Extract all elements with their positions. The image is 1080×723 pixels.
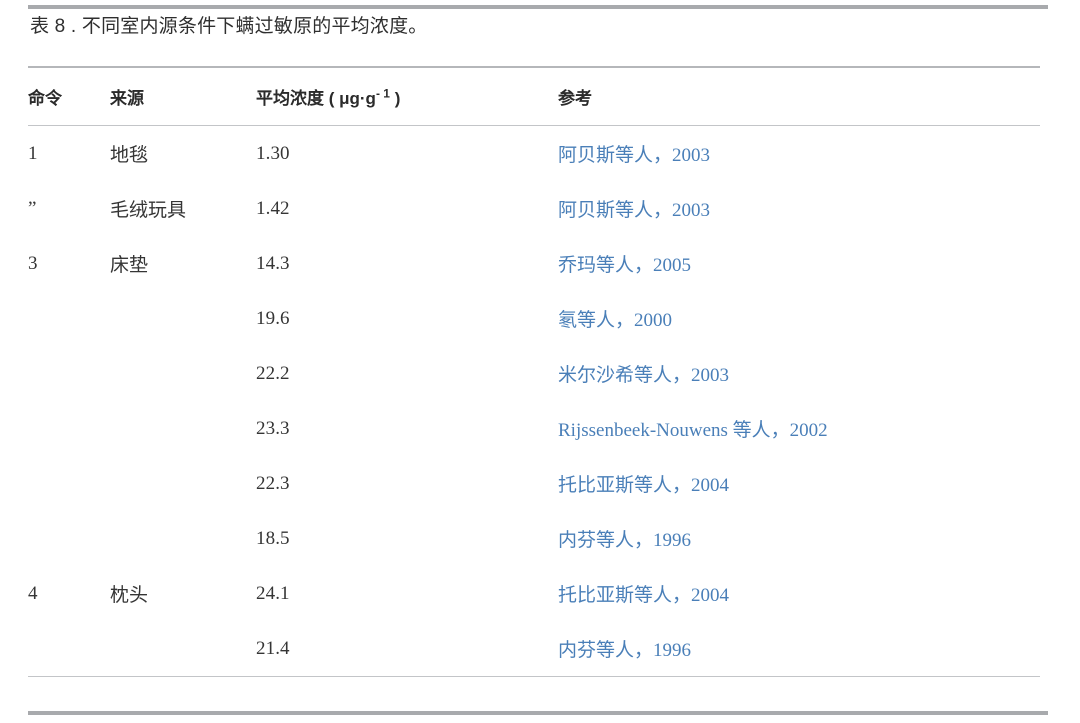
cell-concentration: 22.3: [256, 472, 290, 494]
bottom-divider-rule: [28, 711, 1048, 715]
cell-source: 地毯: [110, 145, 149, 166]
cell-order: 4: [28, 582, 38, 604]
cell-reference: 内芬等人，1996: [558, 621, 1040, 677]
cell-order: [28, 401, 110, 456]
cell-concentration: 1.42: [256, 197, 290, 219]
cell-reference: 托比亚斯等人，2004: [558, 456, 1040, 511]
allergen-concentration-table: 命令 来源 平均浓度 ( μg·g- 1 ) 参考 1 地毯 1.30 阿贝斯等人，2…: [28, 66, 1040, 677]
cell-reference: 阿贝斯等人，2003: [558, 181, 1040, 236]
reference-link[interactable]: 内芬等人，1996: [558, 530, 692, 551]
cell-order: [28, 511, 110, 566]
cell-source: [110, 456, 256, 511]
cell-source: 毛绒玩具: [110, 200, 187, 221]
table-header-row: 命令 来源 平均浓度 ( μg·g- 1 ) 参考: [28, 67, 1040, 126]
table-row: 22.2 米尔沙希等人，2003: [28, 346, 1040, 401]
reference-link[interactable]: 氡等人，2000: [558, 310, 673, 331]
cell-order: 1: [28, 142, 38, 164]
cell-reference: 乔玛等人，2005: [558, 236, 1040, 291]
cell-source: [110, 291, 256, 346]
column-header-source: 来源: [110, 89, 144, 108]
column-header-concentration-label: 平均浓度 ( μg·g: [256, 89, 376, 108]
table-row: 22.3 托比亚斯等人，2004: [28, 456, 1040, 511]
table-row: 21.4 内芬等人，1996: [28, 621, 1040, 677]
cell-source: [110, 346, 256, 401]
table-row: 18.5 内芬等人，1996: [28, 511, 1040, 566]
cell-concentration: 22.2: [256, 362, 290, 384]
table-caption: 表 8 . 不同室内源条件下螨过敏原的平均浓度。: [30, 16, 428, 37]
table-row: 1 地毯 1.30 阿贝斯等人，2003: [28, 126, 1040, 182]
table-row: 19.6 氡等人，2000: [28, 291, 1040, 346]
cell-source: [110, 401, 256, 456]
cell-order: [28, 291, 110, 346]
cell-order: 3: [28, 252, 38, 274]
reference-link[interactable]: Rijssenbeek-Nouwens 等人，2002: [558, 420, 828, 441]
cell-concentration: 18.5: [256, 527, 290, 549]
reference-link[interactable]: 阿贝斯等人，2003: [558, 145, 711, 166]
table-body: 1 地毯 1.30 阿贝斯等人，2003 ” 毛绒玩具 1.42 阿贝斯等人，2003 3 床垫 1…: [28, 126, 1040, 677]
cell-concentration: 24.1: [256, 582, 290, 604]
cell-order: [28, 346, 110, 401]
top-divider-rule: [28, 5, 1048, 9]
cell-source: [110, 621, 256, 677]
cell-concentration: 21.4: [256, 621, 558, 677]
cell-concentration: 1.30: [256, 142, 290, 164]
table-header: 命令 来源 平均浓度 ( μg·g- 1 ) 参考: [28, 67, 1040, 126]
column-header-concentration-close: ): [389, 89, 401, 108]
table-row: 4 枕头 24.1 托比亚斯等人，2004: [28, 566, 1040, 621]
cell-concentration: 14.3: [256, 252, 290, 274]
reference-link[interactable]: 阿贝斯等人，2003: [558, 200, 711, 221]
table-row: 3 床垫 14.3 乔玛等人，2005: [28, 236, 1040, 291]
cell-source: [110, 511, 256, 566]
cell-reference: Rijssenbeek-Nouwens 等人，2002: [558, 401, 1040, 456]
cell-reference: 氡等人，2000: [558, 291, 1040, 346]
cell-order: ”: [28, 197, 37, 219]
reference-link[interactable]: 米尔沙希等人，2003: [558, 365, 730, 386]
cell-source: 床垫: [110, 255, 149, 276]
cell-concentration: 19.6: [256, 307, 290, 329]
column-header-concentration: 平均浓度 ( μg·g- 1 ): [256, 67, 558, 126]
table-row: 23.3 Rijssenbeek-Nouwens 等人，2002: [28, 401, 1040, 456]
cell-reference: 阿贝斯等人，2003: [558, 126, 1040, 182]
column-header-order: 命令: [28, 89, 62, 108]
cell-reference: 内芬等人，1996: [558, 511, 1040, 566]
cell-concentration: 23.3: [256, 417, 290, 439]
reference-link[interactable]: 乔玛等人，2005: [558, 255, 692, 276]
table-row: ” 毛绒玩具 1.42 阿贝斯等人，2003: [28, 181, 1040, 236]
column-header-reference: 参考: [558, 89, 592, 108]
cell-order: [28, 456, 110, 511]
column-header-concentration-exponent: - 1: [375, 86, 390, 101]
reference-link[interactable]: 托比亚斯等人，2004: [558, 475, 730, 496]
reference-link[interactable]: 内芬等人，1996: [558, 640, 692, 661]
cell-reference: 托比亚斯等人，2004: [558, 566, 1040, 621]
cell-source: 枕头: [110, 585, 149, 606]
cell-order: [28, 621, 110, 677]
reference-link[interactable]: 托比亚斯等人，2004: [558, 585, 730, 606]
cell-reference: 米尔沙希等人，2003: [558, 346, 1040, 401]
